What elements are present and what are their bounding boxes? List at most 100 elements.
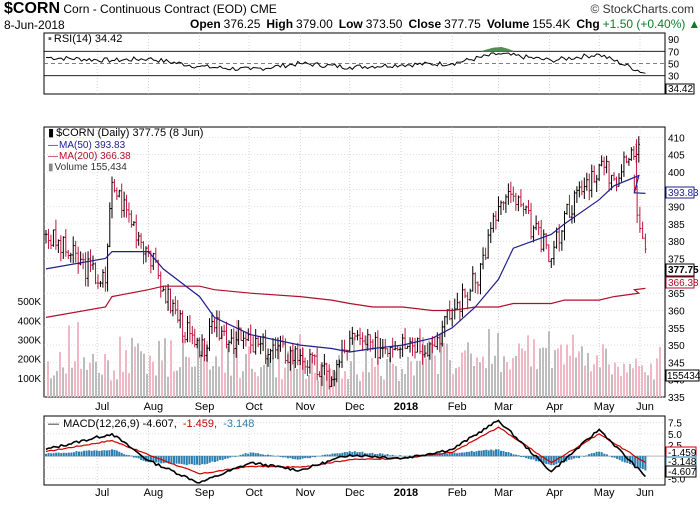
- macd-histogram-bar: [520, 456, 523, 457]
- macd-histogram-bar: [468, 451, 471, 457]
- macd-histogram-bar: [47, 453, 50, 457]
- volume-bar: [617, 366, 619, 397]
- macd-histogram-bar: [137, 456, 140, 459]
- volume-bar: [317, 380, 319, 397]
- macd-histogram-bar: [80, 451, 83, 457]
- macd-histogram-bar: [190, 456, 193, 465]
- macd-histogram-bar: [65, 452, 68, 457]
- macd-histogram-bar: [477, 450, 480, 457]
- macd-histogram-bar: [286, 456, 289, 459]
- volume-bar: [149, 355, 151, 397]
- price-tick-380: 380: [668, 237, 685, 248]
- macd-histogram-bar: [294, 456, 297, 460]
- volume-bar: [362, 371, 364, 397]
- volume-bar: [284, 367, 286, 397]
- volume-bar: [560, 344, 562, 397]
- ma50-line: [45, 174, 646, 353]
- macd-histogram-bar: [299, 456, 302, 460]
- macd-histogram-bar: [532, 456, 535, 460]
- volume-bar: [134, 346, 136, 397]
- x-tick-label-aug: Aug: [144, 401, 164, 413]
- macd-histogram-bar: [631, 456, 634, 465]
- ma50-legend: —MA(50) 393.83: [48, 140, 126, 151]
- volume-bar: [218, 366, 220, 397]
- x-tick-label-nov: Nov: [295, 487, 315, 499]
- price-tick-400: 400: [668, 168, 685, 179]
- macd-histogram-bar: [588, 454, 591, 457]
- macd-histogram-bar: [595, 451, 598, 457]
- macd-histogram-bar: [239, 454, 242, 457]
- volume-bar: [578, 351, 580, 397]
- volume-bar: [296, 368, 298, 397]
- volume-bar: [251, 368, 253, 397]
- rsi-legend: ▪ RSI(14) 34.42: [48, 33, 122, 45]
- macd-histogram-bar: [67, 452, 70, 457]
- macd-histogram-bar: [560, 456, 563, 463]
- macd-histogram-bar: [289, 456, 292, 459]
- quote-label-low: Low: [338, 17, 363, 31]
- volume-bar: [122, 371, 124, 397]
- macd-histogram-bar: [451, 452, 454, 457]
- macd-badge: [665, 465, 697, 478]
- macd-histogram-bar: [296, 456, 299, 460]
- macd-histogram-bar: [276, 455, 279, 457]
- macd-histogram-bar: [203, 456, 206, 465]
- volume-bar: [452, 374, 454, 397]
- volume-bar: [314, 373, 316, 397]
- macd-histogram-bar: [216, 456, 219, 462]
- macd-histogram-bar: [259, 454, 262, 457]
- volume-bar: [233, 348, 235, 397]
- macd-histogram-bar: [406, 456, 409, 457]
- macd-histogram-bar: [482, 450, 485, 457]
- macd-histogram-bar: [103, 450, 106, 457]
- copyright: © StockCharts.com: [590, 2, 694, 16]
- macd-histogram-bar: [578, 456, 581, 459]
- volume-bar: [554, 350, 556, 397]
- macd-histogram-bar: [219, 456, 222, 460]
- x-tick-label-may: May: [594, 401, 615, 413]
- ma200-legend: —MA(200) 366.38: [48, 151, 131, 162]
- x-tick-label-oct: Oct: [246, 487, 263, 499]
- macd-histogram-bar: [495, 449, 498, 457]
- volume-bar: [62, 367, 64, 397]
- macd-histogram-bar: [123, 454, 126, 457]
- volume-bar: [293, 349, 295, 397]
- macd-histogram-bar: [306, 456, 309, 459]
- macd-histogram-bar: [510, 453, 513, 457]
- volume-bar: [263, 364, 265, 397]
- rsi-current-label: 34.42: [668, 84, 693, 95]
- volume-bar: [440, 332, 442, 397]
- volume-bar: [242, 371, 244, 397]
- volume-bar: [74, 361, 76, 397]
- macd-histogram-bar: [341, 452, 344, 457]
- macd-histogram-bar: [441, 453, 444, 457]
- macd-histogram-bar: [314, 456, 317, 458]
- macd-histogram-bar: [130, 455, 133, 457]
- volume-bar: [281, 379, 283, 397]
- volume-bar: [191, 366, 193, 397]
- volume-bar: [407, 356, 409, 397]
- volume-bar: [470, 353, 472, 397]
- macd-histogram-bar: [45, 453, 47, 457]
- volume-bar: [521, 348, 523, 397]
- macd-histogram-bar: [165, 456, 168, 463]
- macd-histogram-bar: [373, 454, 376, 457]
- macd-histogram-bar: [309, 456, 312, 459]
- macd-histogram-bar: [272, 455, 275, 457]
- macd-histogram-bar: [358, 452, 361, 457]
- volume-bar: [488, 329, 490, 397]
- volume-bar: [92, 353, 94, 397]
- macd-histogram-bar: [100, 450, 103, 457]
- volume-bar: [446, 343, 448, 397]
- macd-histogram-bar: [229, 456, 232, 458]
- volume-bar: [230, 375, 232, 397]
- volume-bar: [110, 380, 112, 397]
- macd-histogram-bar: [291, 456, 294, 460]
- macd-histogram-bar: [426, 455, 429, 457]
- macd-histogram-bar: [162, 456, 165, 464]
- macd-histogram-bar: [634, 456, 637, 466]
- volume-bar: [530, 366, 532, 397]
- x-tick-label-jun: Jun: [636, 487, 654, 499]
- macd-histogram-bar: [530, 456, 533, 460]
